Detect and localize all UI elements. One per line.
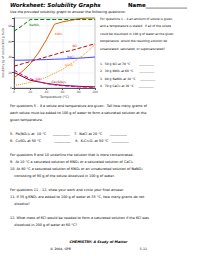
svg-text:100: 100 [92, 90, 98, 94]
svg-text:4. 70 g CaCl₂ at 30 °C __: 4. 70 g CaCl₂ at 30 °C __________ [100, 84, 154, 88]
svg-text:60: 60 [61, 90, 65, 94]
svg-text:9. At 10 °C a saturated solut: 9. At 10 °C a saturated solution of KNO₃… [10, 160, 134, 164]
svg-text:Use the provided solubility gr: Use the provided solubility graph to ans… [10, 10, 126, 14]
svg-text:unsaturated, saturated, or sup: unsaturated, saturated, or supersaturate… [100, 47, 166, 51]
svg-text:1. 50 g KCl at 70 °C: 1. 50 g KCl at 70 °C __________ [100, 62, 155, 66]
svg-text:NaNO₃: NaNO₃ [29, 22, 40, 26]
svg-text:For questions 1 – 4 an amount: For questions 1 – 4 an amount of solute … [100, 17, 173, 21]
svg-text:20: 20 [28, 90, 32, 94]
svg-text:2. 30 g KNO₃ at 60 °C __: 2. 30 g KNO₃ at 60 °C __________ [100, 69, 155, 73]
svg-text:and a temperature is stated.: and a temperature is stated. If all of t… [100, 24, 171, 28]
svg-text:KNO₃: KNO₃ [55, 32, 64, 36]
svg-text:0: 0 [13, 90, 15, 94]
svg-text:could be dissolved in 100 g of: could be dissolved in 100 g of water at … [100, 32, 174, 36]
svg-text:KCl: KCl [72, 44, 77, 48]
svg-text:Temperature (°C): Temperature (°C) [39, 95, 70, 99]
svg-text:40: 40 [44, 90, 48, 94]
svg-text:dissolve?: dissolve? [10, 202, 30, 206]
svg-text:each solute must be added to 1: each solute must be added to 100 g of wa… [10, 111, 146, 115]
svg-text:5. Pb(NO₃)₂ at 10 °C __: 5. Pb(NO₃)₂ at 10 °C __________ 7. NaCl … [10, 132, 127, 136]
svg-text:80: 80 [77, 90, 81, 94]
svg-text:10. At 80 °C a saturated solut: 10. At 80 °C a saturated solution of KNO… [10, 167, 143, 171]
svg-text:For questions 9 and 10 underli: For questions 9 and 10 underline the sol… [10, 153, 133, 157]
svg-text:Name_______________: Name_______________ [128, 2, 187, 9]
svg-text:Ce₂(SO₄)₃: Ce₂(SO₄)₃ [51, 80, 66, 84]
svg-text:Worksheet: Solubility Graphs: Worksheet: Solubility Graphs [10, 2, 101, 9]
svg-text:dissolved in 200 g of water at: dissolved in 200 g of water at 60 °C? [10, 223, 77, 227]
svg-text:11. If 35 g KNO₃ are added to: 11. If 35 g KNO₃ are added to 100 g of w… [10, 195, 145, 199]
svg-text:60: 60 [8, 39, 12, 43]
svg-text:given temperature.: given temperature. [10, 118, 43, 122]
svg-text:12. What mass of KCl would be: 12. What mass of KCl would be needed to … [10, 216, 149, 220]
svg-text:temperature, would the resulti: temperature, would the resulting solutio… [100, 39, 167, 43]
svg-text:For questions 11 – 12, show yo: For questions 11 – 12, show your work an… [10, 188, 124, 192]
svg-text:40: 40 [8, 55, 12, 59]
svg-text:3. 80 g NaNO₃ at 10 °C __: 3. 80 g NaNO₃ at 10 °C __________ [100, 77, 156, 81]
svg-text:20: 20 [8, 70, 12, 74]
svg-text:KClO₃: KClO₃ [65, 63, 74, 67]
svg-text:CHEMISTRY: A Study of Matter: CHEMISTRY: A Study of Matter [70, 240, 128, 244]
svg-text:0: 0 [10, 86, 12, 90]
svg-text:© 2004, GPB: © 2004, GPB 5.11 [50, 247, 147, 251]
svg-text:NaCl: NaCl [67, 55, 74, 59]
svg-text:For questions 5 – 8 a solute a: For questions 5 – 8 a solute and tempera… [10, 104, 148, 108]
svg-text:Solubility (g of solute/100 g: Solubility (g of solute/100 g H₂O) [1, 28, 5, 77]
svg-text:6. CuSO₄ at 50 °C: 6. CuSO₄ at 50 °C __________ 8. K₂Cr₂O₇ … [10, 139, 129, 143]
svg-text:80: 80 [8, 24, 12, 28]
svg-text:consisting of 90 g of the solu: consisting of 90 g of the solute dissolv… [10, 174, 115, 178]
svg-text:SO₂: SO₂ [36, 77, 42, 81]
